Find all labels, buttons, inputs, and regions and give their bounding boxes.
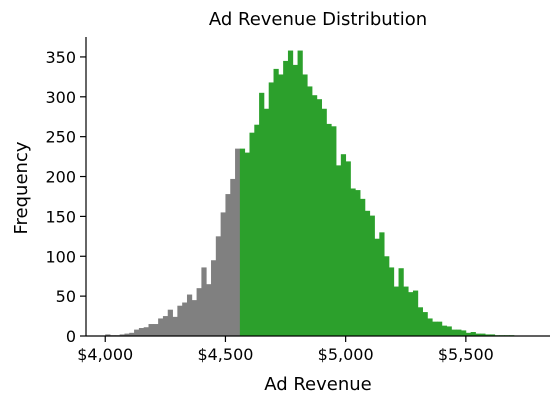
histogram-bar (336, 165, 342, 336)
y-tick-label: 50 (56, 287, 76, 306)
histogram-bar (244, 152, 250, 336)
y-tick-label: 200 (45, 168, 76, 187)
histogram-bar (470, 332, 476, 336)
x-tick-label: $4,500 (197, 345, 253, 364)
histogram-bar (432, 321, 438, 336)
x-tick-label: $5,000 (318, 345, 374, 364)
histogram-bar (230, 178, 236, 336)
histogram-bar (297, 50, 303, 337)
histogram-bar (326, 123, 332, 336)
y-tick-label: 150 (45, 207, 76, 226)
histogram-bar (398, 268, 404, 336)
histogram-bar (177, 305, 183, 336)
histogram-bar (311, 95, 318, 337)
histogram-bar (153, 324, 159, 336)
histogram-bar (485, 334, 491, 336)
histogram-bar (211, 260, 217, 336)
histogram-bar (186, 294, 193, 336)
histogram-bar (167, 309, 173, 336)
y-tick-label: 250 (45, 128, 76, 147)
y-axis-title: Frequency (11, 141, 32, 234)
histogram-bar (422, 312, 428, 336)
x-tick-label: $5,500 (438, 345, 494, 364)
histogram-bar (451, 329, 457, 336)
histogram-bar (158, 318, 164, 336)
histogram-bar (182, 302, 188, 336)
histogram-bar (105, 334, 111, 336)
histogram-bar (220, 212, 226, 336)
histogram-bar (273, 68, 279, 336)
histogram-bar (287, 50, 294, 337)
histogram-bar (172, 316, 178, 336)
histogram-bar (475, 333, 481, 336)
histogram-bar (461, 330, 467, 336)
histogram-bar (355, 190, 361, 336)
histogram-bar (393, 286, 399, 336)
histogram-bar (369, 215, 375, 336)
y-tick-label: 350 (45, 48, 76, 67)
histogram-bar (384, 256, 390, 336)
histogram-bar (480, 333, 486, 336)
histogram-bar (379, 232, 385, 336)
histogram-bar (465, 332, 472, 336)
histogram-bar (331, 126, 337, 336)
histogram-bar (134, 329, 140, 336)
histogram-bar (206, 284, 212, 336)
y-tick-label: 100 (45, 247, 76, 266)
histogram-bar (143, 327, 149, 336)
histogram-bar (278, 74, 284, 336)
histogram-bar (292, 64, 298, 336)
histogram-bars (105, 50, 515, 337)
histogram-bar (456, 329, 462, 336)
histogram-bar (403, 286, 409, 336)
histogram-bar (340, 154, 347, 336)
histogram-bar (316, 99, 323, 336)
histogram-bar (259, 92, 265, 337)
histogram-bar (225, 194, 231, 336)
histogram-bar (119, 334, 125, 336)
histogram-bar (191, 300, 197, 336)
histogram-bar (129, 332, 135, 336)
histogram-bar (162, 316, 169, 336)
histogram-bar (364, 210, 371, 336)
histogram-bar (148, 324, 154, 336)
histogram-bar (307, 86, 313, 337)
axes: 0 50 100 150 200 250 300 350 $4,000 $4,500 $5,000 $… (45, 37, 550, 364)
histogram-bar (321, 108, 327, 336)
histogram-bar (196, 288, 202, 336)
histogram-bar (138, 328, 145, 336)
histogram-bar (427, 318, 433, 336)
histogram-bar (302, 74, 308, 336)
histogram-bar (124, 333, 130, 336)
histogram-bar (254, 124, 260, 336)
histogram-bar (283, 60, 289, 337)
histogram-bar (249, 132, 255, 336)
x-tick-label: $4,000 (77, 345, 133, 364)
histogram-bar (263, 108, 270, 336)
histogram-bar (489, 334, 496, 336)
histogram-bar (350, 188, 356, 336)
histogram-bar (345, 161, 351, 336)
histogram-bar (388, 267, 395, 336)
histogram-bar (412, 290, 419, 336)
histogram-bar (417, 307, 423, 336)
y-tick-label: 300 (45, 88, 76, 107)
histogram-bar (235, 148, 241, 336)
histogram-bar (374, 238, 380, 336)
histogram-bar (215, 236, 222, 336)
histogram-bar (268, 82, 274, 336)
x-axis-title: Ad Revenue (264, 374, 372, 395)
histogram-bar (239, 148, 246, 336)
histogram-bar (360, 198, 366, 336)
histogram-bar (408, 292, 414, 336)
chart-title: Ad Revenue Distribution (209, 9, 427, 30)
histogram-bar (437, 321, 443, 336)
y-tick-label: 0 (66, 327, 76, 346)
histogram-bar (446, 326, 452, 336)
histogram-bar (441, 325, 448, 336)
histogram-bar (201, 267, 207, 336)
